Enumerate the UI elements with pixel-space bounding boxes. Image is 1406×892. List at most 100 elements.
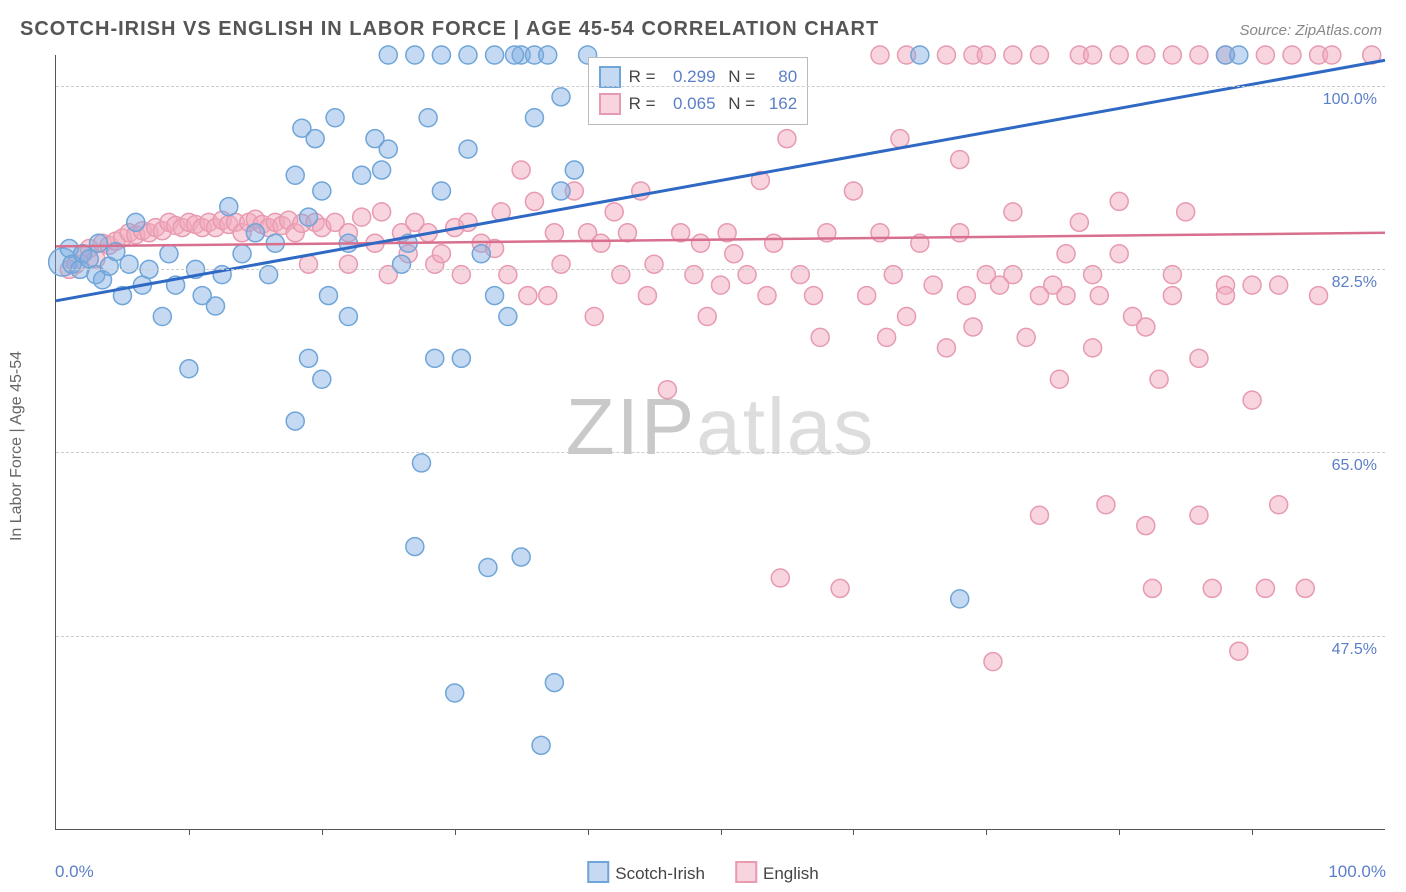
data-point [831, 579, 849, 597]
data-point [339, 255, 357, 273]
data-point [1217, 287, 1235, 305]
data-point [937, 46, 955, 64]
data-point [1137, 517, 1155, 535]
data-point [1017, 328, 1035, 346]
data-point [951, 151, 969, 169]
data-point [951, 224, 969, 242]
data-point [605, 203, 623, 221]
stats-swatch-series2 [599, 93, 621, 115]
data-point [120, 255, 138, 273]
chart-title: SCOTCH-IRISH VS ENGLISH IN LABOR FORCE |… [20, 18, 879, 41]
data-point [300, 208, 318, 226]
data-point [1110, 192, 1128, 210]
data-point [1090, 287, 1108, 305]
data-point [811, 328, 829, 346]
data-point [1243, 276, 1261, 294]
data-point [638, 287, 656, 305]
data-point [592, 234, 610, 252]
data-point [658, 381, 676, 399]
data-point [878, 328, 896, 346]
data-point [419, 109, 437, 127]
data-point [160, 245, 178, 263]
x-tick [455, 829, 456, 835]
data-point [432, 46, 450, 64]
x-axis-max-label: 100.0% [1328, 862, 1386, 882]
data-point [379, 140, 397, 158]
stats-row-series2: R =0.065 N =162 [599, 90, 798, 117]
data-point [90, 234, 108, 252]
data-point [432, 182, 450, 200]
data-point [1057, 245, 1075, 263]
data-point [519, 287, 537, 305]
data-point [432, 245, 450, 263]
data-point [765, 234, 783, 252]
data-point [286, 412, 304, 430]
data-point [313, 370, 331, 388]
data-point [1004, 266, 1022, 284]
data-point [539, 46, 557, 64]
data-point [698, 307, 716, 325]
data-point [532, 736, 550, 754]
stats-box: R =0.299 N =80 R =0.065 N =162 [588, 57, 809, 125]
stats-swatch-series1 [599, 66, 621, 88]
data-point [512, 161, 530, 179]
data-point [1270, 276, 1288, 294]
data-point [1190, 349, 1208, 367]
data-point [1270, 496, 1288, 514]
x-tick [588, 829, 589, 835]
data-point [153, 307, 171, 325]
data-point [127, 213, 145, 231]
data-point [545, 224, 563, 242]
data-point [393, 255, 411, 273]
x-tick [1252, 829, 1253, 835]
x-tick [1119, 829, 1120, 835]
data-point [1030, 46, 1048, 64]
data-point [685, 266, 703, 284]
data-point [406, 46, 424, 64]
data-point [1084, 266, 1102, 284]
data-point [300, 255, 318, 273]
data-point [1203, 579, 1221, 597]
data-point [1110, 46, 1128, 64]
gridline [56, 86, 1385, 87]
data-point [1310, 287, 1328, 305]
y-tick-label: 65.0% [1332, 457, 1377, 475]
data-point [1143, 579, 1161, 597]
data-point [692, 234, 710, 252]
data-point [426, 349, 444, 367]
x-tick [189, 829, 190, 835]
chart-svg [56, 55, 1385, 829]
gridline [56, 269, 1385, 270]
data-point [206, 297, 224, 315]
data-point [771, 569, 789, 587]
data-point [353, 208, 371, 226]
data-point [306, 130, 324, 148]
y-tick-label: 82.5% [1332, 274, 1377, 292]
data-point [499, 307, 517, 325]
data-point [1070, 213, 1088, 231]
data-point [937, 339, 955, 357]
data-point [246, 224, 264, 242]
data-point [525, 109, 543, 127]
plot-area: ZIPatlas R =0.299 N =80 R =0.065 N =162 … [55, 55, 1385, 830]
data-point [1084, 339, 1102, 357]
data-point [1050, 370, 1068, 388]
data-point [1190, 46, 1208, 64]
data-point [313, 182, 331, 200]
data-point [858, 287, 876, 305]
x-axis-min-label: 0.0% [55, 862, 94, 882]
data-point [1230, 642, 1248, 660]
y-axis-title: In Labor Force | Age 45-54 [8, 351, 26, 541]
data-point [758, 287, 776, 305]
data-point [545, 674, 563, 692]
data-point [379, 46, 397, 64]
legend-item-series2: English [735, 861, 819, 884]
data-point [1190, 506, 1208, 524]
data-point [1177, 203, 1195, 221]
data-point [1004, 46, 1022, 64]
x-tick [322, 829, 323, 835]
data-point [618, 224, 636, 242]
data-point [552, 182, 570, 200]
data-point [1163, 266, 1181, 284]
data-point [1137, 318, 1155, 336]
